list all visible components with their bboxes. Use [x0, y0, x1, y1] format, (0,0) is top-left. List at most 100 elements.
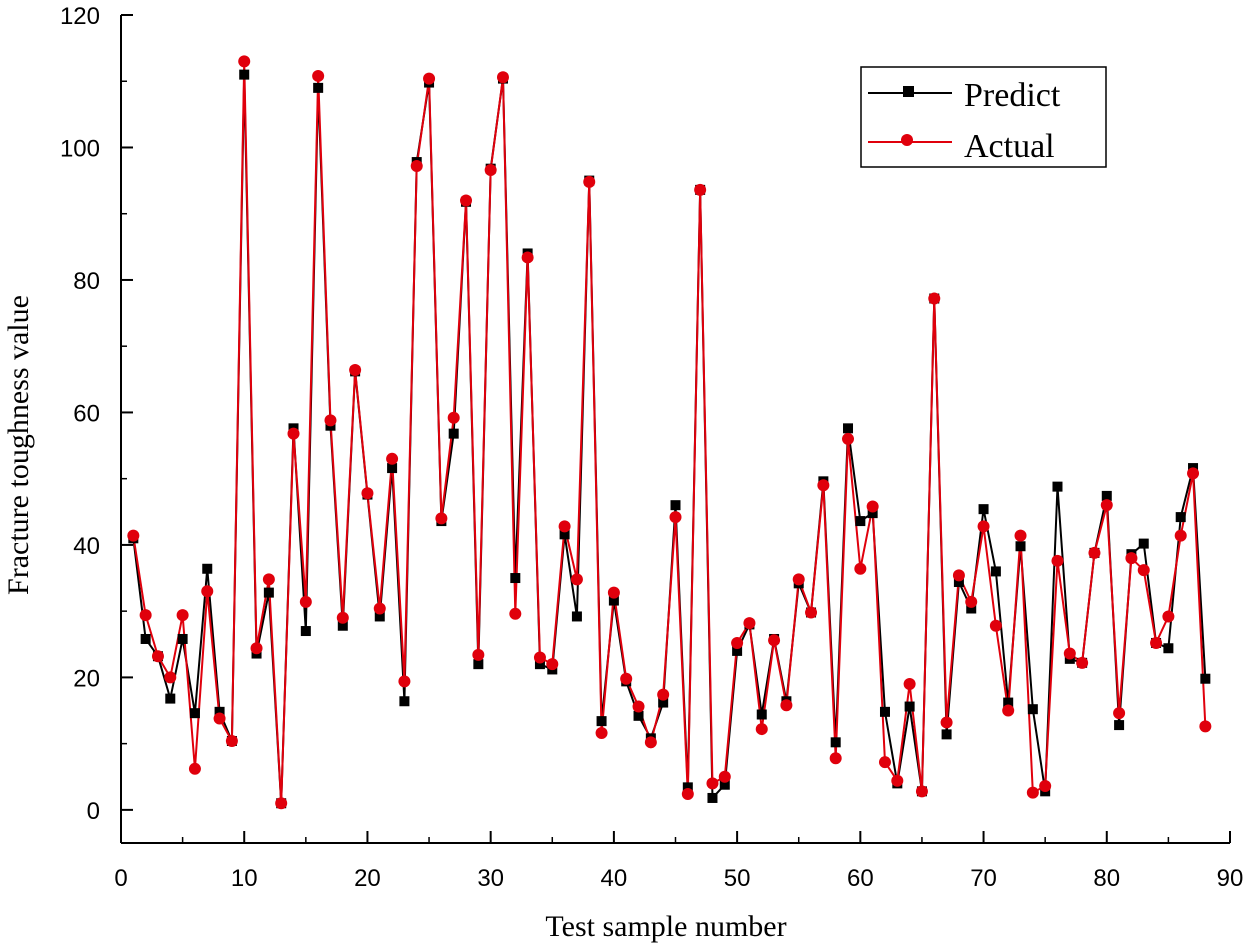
data-point-actual	[496, 71, 509, 84]
data-point-actual	[275, 797, 288, 810]
data-point-actual	[965, 595, 978, 608]
data-point-actual	[287, 427, 300, 440]
data-point-actual	[398, 675, 411, 688]
data-point-actual	[1162, 610, 1175, 623]
data-point-predict	[596, 716, 607, 727]
data-point-actual	[1150, 636, 1163, 649]
data-point-predict	[904, 701, 915, 712]
axes: 0 10 20 30 40 50 60 70 80 90 0 20 40 60 80 100 120	[60, 3, 1243, 892]
data-point-actual	[755, 723, 768, 736]
data-point-actual	[681, 787, 694, 800]
x-tick-label-80: 80	[1093, 865, 1120, 892]
legend-label-predict: Predict	[964, 77, 1061, 114]
data-point-actual	[780, 699, 793, 712]
data-point-actual	[213, 712, 226, 725]
data-point-actual	[299, 595, 312, 608]
data-point-actual	[1137, 564, 1150, 577]
data-point-actual	[1026, 786, 1039, 799]
legend: Predict Actual	[860, 66, 1107, 168]
data-point-predict	[1015, 541, 1026, 552]
data-point-predict	[1003, 697, 1014, 708]
data-point-predict	[534, 659, 545, 670]
data-point-actual	[595, 727, 608, 740]
y-tick-label-120: 120	[60, 3, 100, 30]
data-point-predict	[1175, 512, 1186, 523]
data-point-actual	[1002, 704, 1015, 717]
data-point-predict	[978, 504, 989, 515]
data-point-predict	[1163, 643, 1174, 654]
data-point-predict	[239, 69, 250, 80]
data-point-predict	[670, 500, 681, 511]
data-point-actual	[139, 609, 152, 622]
data-point-actual	[435, 512, 448, 525]
data-point-actual	[312, 69, 325, 82]
data-point-actual	[262, 573, 275, 586]
data-point-actual	[620, 672, 633, 685]
data-point-actual	[336, 611, 349, 624]
data-point-actual	[731, 636, 744, 649]
data-point-actual	[472, 648, 485, 661]
data-point-predict	[387, 463, 398, 474]
data-point-actual	[878, 756, 891, 769]
data-point-actual	[583, 175, 596, 188]
x-tick-label-70: 70	[970, 865, 997, 892]
data-point-actual	[718, 770, 731, 783]
data-point-predict	[658, 697, 669, 708]
x-tick-label-30: 30	[477, 865, 504, 892]
data-point-actual	[201, 585, 214, 598]
data-point-actual	[792, 573, 805, 586]
y-tick-label-40: 40	[73, 533, 100, 560]
data-point-actual	[829, 752, 842, 765]
data-point-actual	[546, 658, 559, 671]
data-point-actual	[386, 452, 399, 465]
data-point-actual	[1174, 529, 1187, 542]
data-point-actual	[373, 602, 386, 615]
data-point-actual	[1076, 656, 1089, 669]
data-point-actual	[521, 251, 534, 264]
data-point-predict	[473, 659, 484, 670]
x-tick-label-0: 0	[114, 865, 127, 892]
data-point-actual	[768, 634, 781, 647]
data-point-predict	[1114, 720, 1125, 731]
data-point-actual	[977, 520, 990, 533]
data-point-predict	[399, 696, 410, 707]
data-point-predict	[448, 428, 459, 439]
data-point-predict	[374, 611, 385, 622]
data-point-predict	[1138, 538, 1149, 549]
data-point-actual	[706, 777, 719, 790]
data-point-actual	[743, 617, 756, 630]
data-point-actual	[1100, 499, 1113, 512]
data-point-actual	[817, 479, 830, 492]
data-point-predict	[843, 423, 854, 434]
data-point-predict	[337, 620, 348, 631]
y-tick-label-100: 100	[60, 135, 100, 162]
data-point-predict	[177, 633, 188, 644]
data-point-actual	[460, 194, 473, 207]
data-point-predict	[510, 573, 521, 584]
data-point-actual	[558, 520, 571, 533]
data-point-predict	[719, 779, 730, 790]
data-point-actual	[1113, 707, 1126, 720]
data-point-actual	[361, 487, 374, 500]
legend-box	[860, 66, 1107, 168]
x-tick-label-60: 60	[847, 865, 874, 892]
data-point-actual	[952, 569, 965, 582]
data-point-predict	[313, 82, 324, 93]
data-point-actual	[607, 586, 620, 599]
data-point-actual	[940, 716, 953, 729]
data-point-predict	[867, 508, 878, 519]
data-point-actual	[928, 292, 941, 305]
data-point-predict	[1101, 490, 1112, 501]
legend-label-actual: Actual	[964, 128, 1055, 165]
data-point-actual	[805, 606, 818, 619]
data-point-actual	[644, 736, 657, 749]
data-point-actual	[866, 500, 879, 513]
y-tick-label-60: 60	[73, 400, 100, 427]
data-point-predict	[941, 729, 952, 740]
data-point-actual	[423, 72, 436, 85]
data-point-predict	[953, 577, 964, 588]
data-point-actual	[238, 55, 251, 68]
data-point-predict	[263, 587, 274, 598]
data-point-actual	[533, 651, 546, 664]
data-point-predict	[682, 782, 693, 793]
